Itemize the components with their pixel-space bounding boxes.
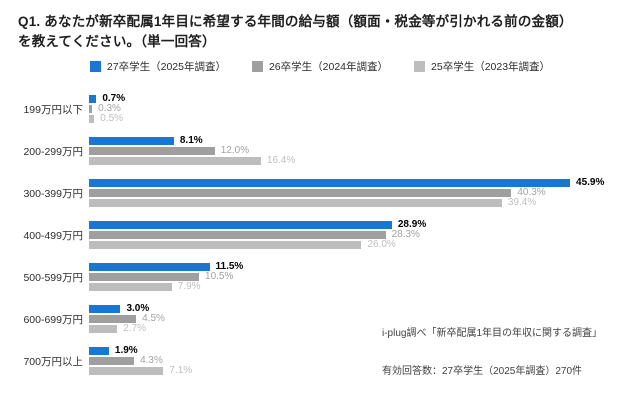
chart-group: 500-599万円 11.5% 10.5% 7.9% [0,261,640,292]
source-note-line: i-plug調べ「新卒配属1年目の年収に関する調査」 [382,327,603,339]
bar-row: 28.3% [89,229,420,240]
bar [89,105,93,113]
legend-swatch-2023 [414,61,426,72]
value-label: 16.4% [266,155,296,166]
chart-group: 400-499万円 28.9% 28.3% 26.0% [0,219,640,250]
value-label: 7.1% [169,365,193,376]
value-label: 2.7% [123,323,147,334]
bar [89,315,137,323]
value-label: 39.4% [507,197,537,208]
chart-group: 200-299万円 8.1% 12.0% 16.4% [0,135,640,166]
bar-row: 1.9% [89,345,138,356]
source-note-line: 有効回答数：27卒学生（2025年調査）270件 [382,365,583,377]
bar-row: 26.0% [89,239,396,250]
bar-row: 40.3% [89,187,546,198]
category-label: 400-499万円 [23,229,83,242]
legend-swatch-2025 [89,61,101,72]
bar-row: 2.7% [89,323,147,334]
value-label: 12.0% [220,145,250,156]
bar [89,179,571,187]
bar-row: 0.5% [89,113,124,124]
bar [89,325,118,333]
bar [89,157,261,165]
value-label: 11.5% [215,261,244,272]
bar-row: 7.1% [89,365,193,376]
bar-row: 0.3% [89,103,121,114]
value-label: 8.1% [179,135,203,146]
legend-swatch-2024 [251,61,263,72]
chart-group: 199万円以下 0.7% 0.3% 0.5% [0,93,640,124]
value-label: 0.3% [98,103,121,114]
bar-row: 7.9% [89,281,201,292]
chart-group: 600-699万円 3.0% 4.5% 2.7% [0,303,640,334]
bar-row: 8.1% [89,135,203,146]
bar-row: 0.7% [89,93,126,104]
value-label: 3.0% [126,303,150,314]
bar [89,199,502,207]
legend-item-2024: 26卒学生（2024年調査） [251,59,389,74]
category-label: 700万円以上 [23,355,83,368]
value-label: 28.9% [397,219,427,230]
bar [89,231,386,239]
source-note: i-plug調べ「新卒配属1年目の年収に関する調査」 有効回答数：27卒学生（2… [382,302,602,400]
value-label: 28.3% [391,229,420,240]
bar-chart: 199万円以下 0.7% 0.3% 0.5% 200-299万円 8.1% 12.0% 16.… [0,93,640,376]
bar [89,241,362,249]
legend-label-2023: 25卒学生（2023年調査） [431,61,551,73]
bar-row: 4.5% [89,313,165,324]
bar [89,137,174,145]
legend-label-2024: 26卒学生（2024年調査） [268,61,389,73]
value-label: 7.9% [177,281,201,292]
bar [89,263,210,271]
legend-item-2023: 25卒学生（2023年調査） [414,59,550,74]
legend: 27卒学生（2025年調査） 26卒学生（2024年調査） 25卒学生（2023… [0,59,640,74]
category-label: 200-299万円 [23,145,83,158]
bar-row: 16.4% [89,155,296,166]
chart-title-line1: Q1. あなたが新卒配属1年目に希望する年間の給与額（額面・税金等が引かれる前の… [18,14,573,29]
bar-row: 39.4% [89,197,537,208]
bar [89,283,172,291]
chart-group: 700万円以上 1.9% 4.3% 7.1% [0,345,640,376]
legend-label-2025: 27卒学生（2025年調査） [106,61,226,73]
bar-row: 45.9% [89,177,605,188]
bar [89,189,512,197]
bar [89,357,135,365]
bar [89,95,97,103]
value-label: 1.9% [114,345,138,356]
chart-group: 300-399万円 45.9% 40.3% 39.4% [0,177,640,208]
bar-row: 3.0% [89,303,150,314]
bar [89,273,200,281]
category-label: 300-399万円 [23,187,83,200]
chart-title: Q1. あなたが新卒配属1年目に希望する年間の給与額（額面・税金等が引かれる前の… [18,12,618,53]
bar [89,367,164,375]
category-label: 600-699万円 [23,313,83,326]
bar-row: 28.9% [89,219,427,230]
bar [89,305,121,313]
category-label: 500-599万円 [23,271,83,284]
value-label: 4.3% [140,355,163,366]
bar-row: 12.0% [89,145,250,156]
value-label: 0.7% [102,93,126,104]
bar [89,115,95,123]
bar [89,147,215,155]
bar-row: 10.5% [89,271,234,282]
legend-item-2025: 27卒学生（2025年調査） [89,59,226,74]
value-label: 10.5% [205,271,234,282]
bar [89,347,109,355]
value-label: 0.5% [100,113,124,124]
value-label: 26.0% [367,239,396,250]
bar-row: 4.3% [89,355,163,366]
value-label: 45.9% [576,177,605,188]
category-label: 199万円以下 [23,103,83,116]
bar-row: 11.5% [89,261,244,272]
value-label: 40.3% [517,187,546,198]
bar [89,221,392,229]
value-label: 4.5% [142,313,165,324]
chart-title-line2: を教えてください。（単一回答） [18,34,216,50]
